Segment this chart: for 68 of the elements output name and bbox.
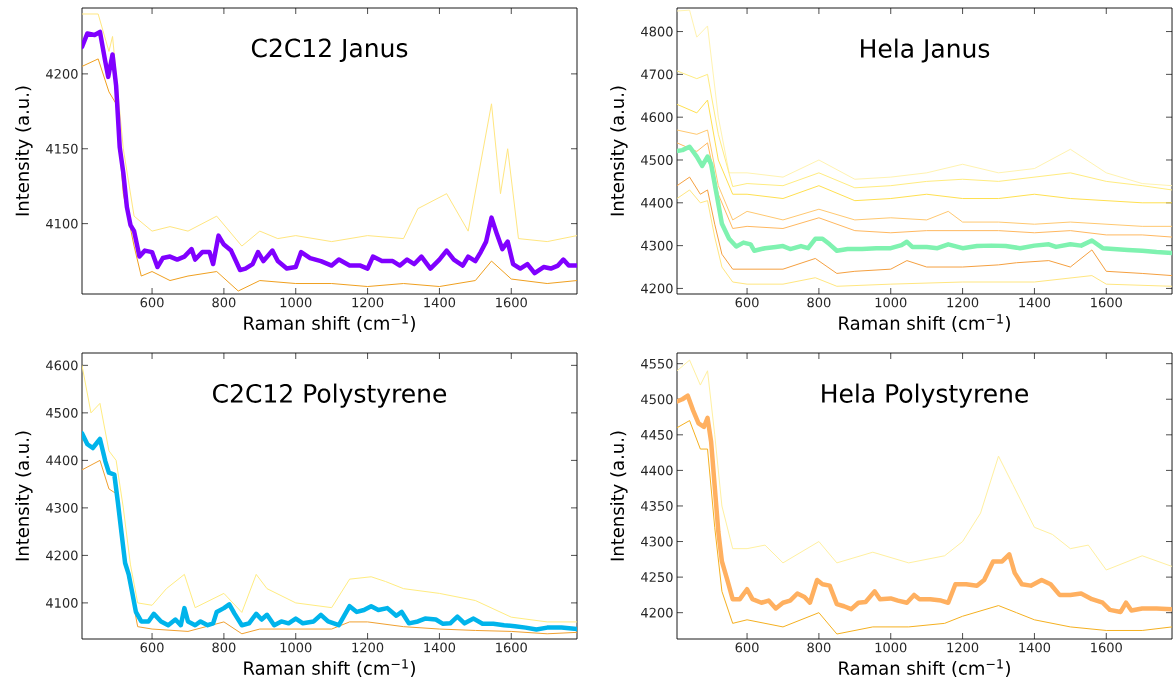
x-tick-label: 800: [212, 642, 236, 653]
line-series: [677, 359, 1173, 571]
line-series: [677, 189, 1173, 287]
y-tick-label: 4550: [641, 358, 673, 369]
x-axis-title: Raman shift (cm$^{−1}$): [244, 659, 415, 678]
x-tick-label: 1000: [280, 642, 312, 653]
y-axis-title: Intensity (a.u.): [610, 86, 628, 216]
text: Hela Janus: [861, 38, 990, 63]
x-axis-title: Raman shift (cm$^{−1}$): [244, 314, 415, 333]
y-tick-label: 4800: [641, 26, 673, 37]
y-tick-label: 4200: [641, 283, 673, 294]
y-tick-label: 4300: [46, 502, 78, 513]
y-tick-label: 4200: [641, 607, 673, 618]
x-tick-label: 1200: [352, 642, 384, 653]
x-tick-label: 1600: [1091, 642, 1122, 653]
y-tick-label: 4400: [641, 197, 673, 208]
y-tick-label: 4700: [641, 69, 673, 80]
x-tick-label: 800: [212, 297, 236, 308]
x-tick-label: 1400: [424, 642, 456, 653]
line-series: [82, 431, 578, 632]
line-series: [677, 9, 1173, 187]
line-series: [677, 144, 1173, 256]
text: C2C12 Janus: [251, 38, 408, 63]
x-tick-label: 1200: [947, 297, 979, 308]
x-tick-label: 600: [735, 297, 759, 308]
y-axis-title: Intensity (a.u.): [15, 431, 33, 561]
text: Hela Polystyrene: [822, 383, 1028, 408]
y-tick-label: 4100: [46, 597, 78, 608]
y-tick-label: 4300: [641, 240, 673, 251]
x-axis-title: Raman shift (cm$^{−1}$): [839, 659, 1010, 678]
x-tick-label: 600: [140, 642, 164, 653]
x-tick-label: 1000: [875, 642, 907, 653]
y-tick-label: 4500: [46, 407, 78, 418]
x-tick-label: 800: [807, 297, 831, 308]
x-tick-label: 1400: [424, 297, 456, 308]
x-tick-label: 600: [735, 642, 759, 653]
x-tick-label: 1200: [947, 642, 979, 653]
x-tick-label: 1600: [496, 642, 527, 653]
y-tick-label: 4350: [641, 501, 673, 511]
x-tick-label: 1000: [875, 297, 907, 308]
x-axis-title: Raman shift (cm$^{−1}$): [839, 314, 1010, 333]
y-tick-label: 4500: [641, 394, 673, 405]
y-tick-label: 4300: [641, 536, 673, 547]
y-tick-label: 4100: [46, 218, 78, 229]
y-tick-label: 4150: [46, 143, 78, 154]
x-tick-label: 1200: [352, 297, 384, 308]
y-tick-label: 4400: [46, 455, 78, 466]
y-tick-label: 4600: [641, 112, 673, 123]
y-tick-label: 4500: [641, 155, 673, 165]
x-tick-label: 1400: [1019, 297, 1051, 308]
y-tick-label: 4200: [46, 68, 78, 79]
text: C2C12 Polystyrene: [213, 383, 447, 408]
x-tick-label: 800: [807, 642, 831, 653]
y-tick-label: 4450: [641, 429, 673, 440]
line-series: [677, 420, 1173, 635]
y-tick-label: 4400: [641, 465, 673, 476]
x-tick-label: 1000: [280, 297, 312, 308]
line-series: [82, 364, 578, 623]
x-tick-label: 1600: [496, 297, 527, 308]
y-tick-label: 4600: [46, 360, 78, 371]
y-axis-title: Intensity (a.u.): [610, 431, 628, 561]
y-tick-label: 4250: [641, 572, 673, 583]
x-tick-label: 600: [140, 297, 164, 308]
x-tick-label: 1600: [1091, 297, 1122, 308]
y-axis-title: Intensity (a.u.): [15, 86, 33, 216]
line-series: [82, 29, 578, 276]
y-tick-label: 4200: [46, 550, 78, 561]
x-tick-label: 1400: [1019, 642, 1051, 653]
